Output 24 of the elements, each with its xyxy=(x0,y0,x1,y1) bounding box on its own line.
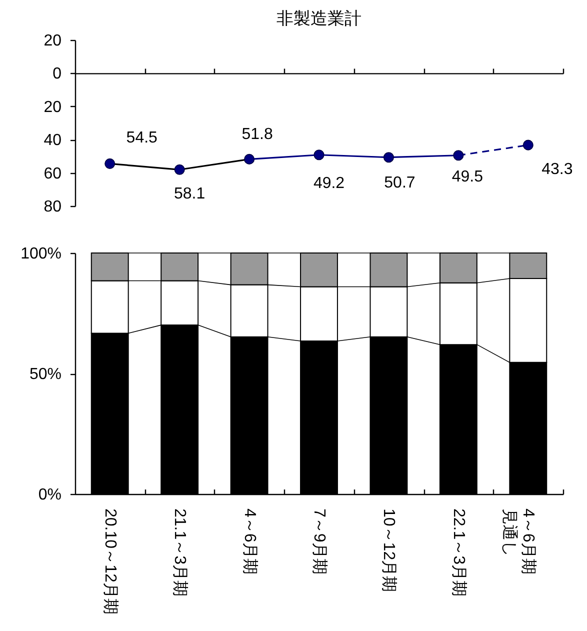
data-label: 51.8 xyxy=(242,126,273,144)
data-label: 49.2 xyxy=(313,174,345,192)
y-tick-label: 100% xyxy=(20,246,62,262)
x-tick-label: 21.1～3月期 xyxy=(171,508,190,597)
x-tick-label: 22.1～3月期 xyxy=(450,508,468,597)
x-tick-label: 4～6月期 xyxy=(240,508,259,574)
data-label: 49.5 xyxy=(452,168,484,186)
data-label: 50.7 xyxy=(384,174,416,192)
x-tick-label: 10～12月期 xyxy=(380,508,398,592)
chart-title: 非製造業計 xyxy=(276,9,362,28)
x-tick-label: 7～9月期 xyxy=(310,508,328,574)
y-tick-label: 20 xyxy=(44,98,62,116)
y-tick-label: 40 xyxy=(44,132,62,150)
x-tick-label: 4～6月期見通し xyxy=(500,508,538,574)
y-tick-label: 50% xyxy=(29,366,62,383)
data-label: 54.5 xyxy=(126,130,158,147)
y-tick-label: 80 xyxy=(44,198,62,216)
data-label: 58.1 xyxy=(174,186,206,203)
y-tick-label: 0% xyxy=(38,486,62,504)
y-tick-label: 0 xyxy=(52,66,62,83)
x-tick-label: 20.10～12月期 xyxy=(101,508,120,614)
data-label: 43.3 xyxy=(542,161,573,178)
y-tick-label: 60 xyxy=(44,165,62,182)
y-tick-label: 20 xyxy=(44,32,62,50)
